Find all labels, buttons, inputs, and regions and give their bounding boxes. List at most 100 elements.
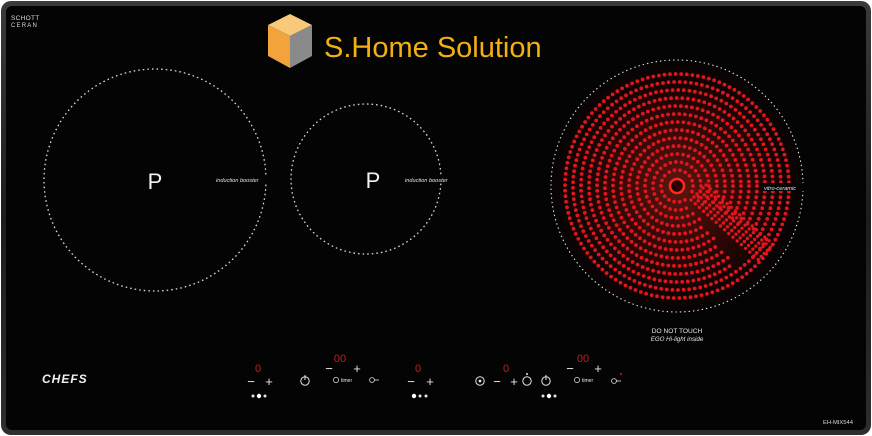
coil-dot bbox=[568, 150, 573, 154]
coil-dot bbox=[754, 222, 759, 226]
timer-2-label: timer bbox=[582, 378, 593, 384]
coil-dot bbox=[589, 140, 594, 145]
coil-dot bbox=[592, 153, 597, 158]
coil-dot bbox=[585, 150, 589, 155]
coil-dot bbox=[705, 231, 710, 236]
coil-dot bbox=[627, 110, 631, 115]
coil-dot bbox=[587, 180, 591, 185]
coil-dot bbox=[721, 90, 725, 95]
coil-dot bbox=[620, 151, 624, 156]
coil-dot bbox=[623, 146, 627, 151]
coil-dot bbox=[609, 274, 613, 279]
coil-dot bbox=[629, 229, 634, 233]
coil-dot bbox=[712, 153, 717, 158]
coil-dot bbox=[680, 247, 685, 252]
coil-dot bbox=[730, 138, 735, 143]
coil-dot bbox=[613, 235, 618, 239]
coil-dot bbox=[646, 211, 650, 216]
coil-dot bbox=[588, 255, 593, 260]
coil-dot bbox=[653, 285, 658, 290]
coil-dot bbox=[730, 281, 735, 286]
timer-clock-icon[interactable] bbox=[333, 377, 339, 383]
zone-3-select-button[interactable] bbox=[541, 375, 551, 386]
timer-plus-button[interactable]: + bbox=[353, 361, 361, 376]
coil-dot bbox=[651, 186, 655, 191]
zone-3-minus-button[interactable]: − bbox=[493, 374, 501, 389]
coil-dot bbox=[614, 99, 619, 104]
timer-2-minus-button[interactable]: − bbox=[566, 361, 574, 376]
coil-dot bbox=[685, 279, 690, 284]
coil-dot bbox=[697, 98, 701, 103]
coil-dot bbox=[579, 177, 584, 182]
coil-dot bbox=[643, 283, 647, 287]
coil-dot bbox=[604, 169, 609, 174]
lock-key-icon[interactable] bbox=[369, 377, 379, 383]
coil-dot bbox=[634, 145, 639, 150]
coil-dot bbox=[601, 245, 605, 250]
power-button[interactable] bbox=[300, 375, 310, 386]
coil-dot bbox=[694, 114, 698, 119]
coil-dot bbox=[782, 152, 787, 157]
coil-dot bbox=[569, 221, 574, 226]
coil-dot bbox=[635, 181, 639, 185]
coil-dot bbox=[660, 262, 665, 267]
coil-dot bbox=[737, 168, 741, 173]
coil-dot bbox=[627, 183, 631, 188]
coil-dot bbox=[617, 260, 622, 265]
zone-1-minus-button[interactable]: − bbox=[247, 374, 255, 389]
coil-dot bbox=[698, 178, 703, 183]
lock-key-2-icon[interactable] bbox=[611, 378, 621, 384]
coil-dot bbox=[636, 104, 641, 109]
coil-dot bbox=[732, 87, 737, 92]
coil-dot bbox=[592, 259, 597, 264]
coil-dot bbox=[638, 141, 643, 146]
coil-dot bbox=[571, 197, 576, 202]
coil-dot bbox=[721, 139, 725, 144]
coil-dot bbox=[592, 135, 597, 140]
coil-dot bbox=[733, 107, 738, 112]
coil-dot bbox=[688, 262, 693, 267]
coil-dot bbox=[629, 200, 634, 205]
zone-3-plus-button[interactable]: + bbox=[510, 374, 518, 389]
coil-dot bbox=[670, 223, 675, 228]
coil-dot bbox=[572, 169, 576, 174]
boost-button[interactable] bbox=[475, 376, 485, 386]
coil-dot bbox=[628, 172, 633, 177]
coil-dot bbox=[563, 188, 567, 193]
coil-dot bbox=[663, 279, 668, 284]
coil-dot bbox=[615, 89, 620, 94]
coil-dot bbox=[696, 159, 700, 164]
coil-dot bbox=[606, 95, 610, 100]
coil-dot bbox=[777, 163, 781, 168]
zone-2-plus-button[interactable]: + bbox=[426, 374, 434, 389]
coil-dot bbox=[718, 148, 723, 153]
coil-dot bbox=[722, 189, 727, 194]
coil-dot bbox=[714, 280, 719, 285]
coil-dot bbox=[571, 174, 576, 179]
timer-minus-button[interactable]: − bbox=[325, 361, 333, 376]
coil-dot bbox=[593, 248, 597, 253]
coil-dot bbox=[719, 250, 724, 255]
timer-2-plus-button[interactable]: + bbox=[594, 361, 602, 376]
zone-1-plus-button[interactable]: + bbox=[265, 374, 273, 389]
coil-dot bbox=[669, 247, 673, 252]
coil-lead-dot bbox=[751, 230, 756, 235]
coil-dot bbox=[603, 175, 608, 179]
coil-lead-dot bbox=[738, 236, 742, 240]
coil-lead-dot bbox=[710, 200, 715, 204]
zone-2-minus-button[interactable]: − bbox=[407, 374, 415, 389]
coil-dot bbox=[674, 128, 679, 132]
coil-dot bbox=[703, 168, 707, 173]
coil-dot bbox=[580, 200, 585, 204]
coil-dot bbox=[752, 163, 757, 168]
coil-dot bbox=[643, 93, 648, 98]
coil-dot bbox=[770, 174, 775, 179]
zone-3-power-button[interactable] bbox=[522, 376, 532, 386]
timer-2-clock-icon[interactable] bbox=[574, 377, 580, 383]
coil-dot bbox=[609, 242, 613, 247]
coil-dot bbox=[658, 201, 663, 206]
coil-dot bbox=[730, 216, 735, 221]
coil-dot bbox=[617, 239, 621, 244]
coil-dot bbox=[639, 202, 644, 207]
coil-dot bbox=[701, 134, 706, 139]
